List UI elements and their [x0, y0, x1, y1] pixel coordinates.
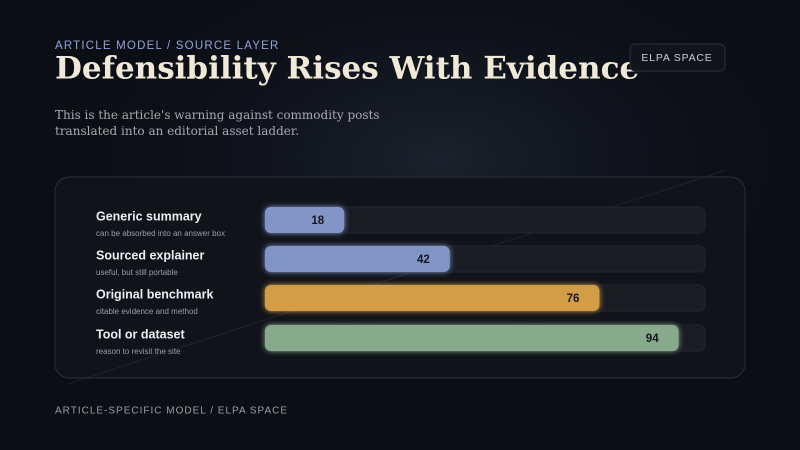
- badge-box: [629, 43, 726, 72]
- category-label: Generic summary: [96, 209, 202, 223]
- decor-line: [67, 169, 727, 385]
- value-label: 42: [417, 254, 430, 266]
- footer: ARTICLE-SPECIFIC MODEL / ELPA SPACE: [55, 406, 288, 417]
- bar: [265, 207, 345, 233]
- bar: [265, 325, 679, 351]
- category-note: can be absorbed into an answer box: [96, 229, 225, 238]
- category-label: Original benchmark: [96, 287, 213, 301]
- category-note: reason to revisit the site: [96, 347, 181, 356]
- category-label: Tool or dataset: [96, 327, 186, 341]
- bar: [265, 246, 450, 272]
- badge: ELPA SPACE: [641, 52, 712, 64]
- category-note: citable evidence and method: [96, 307, 198, 316]
- chart-title: Defensibility Rises With Evidence: [55, 51, 639, 87]
- value-label: 18: [311, 215, 324, 227]
- category-label: Sourced explainer: [96, 248, 205, 262]
- category-note: useful, but still portable: [96, 268, 178, 277]
- bar: [265, 285, 600, 311]
- kicker: ARTICLE MODEL / SOURCE LAYER: [55, 40, 279, 52]
- value-label: 76: [567, 293, 580, 305]
- value-label: 94: [646, 333, 659, 345]
- subtitle: This is the article's warning against co…: [55, 108, 380, 138]
